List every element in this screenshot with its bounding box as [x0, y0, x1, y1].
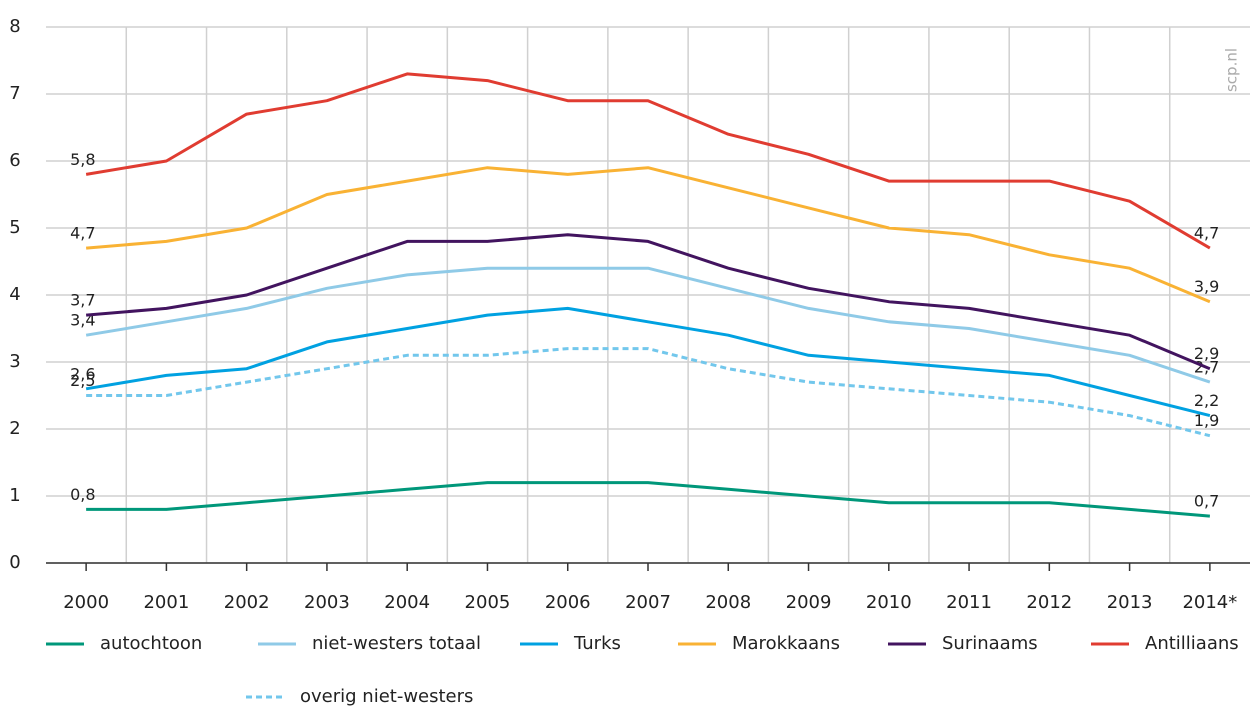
series-line: [85, 306, 1211, 418]
x-tick-label: 2014*: [1182, 592, 1237, 613]
value-label: 4,7: [1194, 224, 1219, 243]
y-tick-label: 2: [9, 418, 20, 439]
legend-label: Marokkaans: [732, 633, 840, 654]
x-tick-label: 2011: [946, 592, 992, 613]
y-tick-label: 7: [9, 83, 20, 104]
legend-label: overig niet-westers: [300, 686, 473, 707]
legend-label: Turks: [573, 633, 621, 654]
value-label: 2,2: [1194, 391, 1219, 410]
legend-label: Surinaams: [942, 633, 1038, 654]
value-label: 3,7: [70, 291, 95, 310]
series-line: [85, 72, 1211, 250]
value-label: 0,8: [70, 485, 95, 504]
source: scp.nl: [1223, 48, 1241, 92]
series-line: [86, 166, 1211, 304]
x-tick-label: 2000: [63, 592, 109, 613]
series-line: [86, 481, 1210, 518]
value-label: 5,8: [70, 150, 95, 169]
x-tick-label: 2013: [1107, 592, 1153, 613]
y-tick-label: 6: [9, 150, 20, 171]
value-label: 2,5: [70, 371, 95, 390]
y-tick-label: 1: [9, 485, 20, 506]
value-label: 0,7: [1194, 492, 1219, 511]
x-tick-label: 2005: [465, 592, 511, 613]
legend-label: autochtoon: [100, 633, 202, 654]
value-label: 4,7: [70, 224, 95, 243]
value-label: 2,6: [70, 364, 95, 383]
y-tick-label: 5: [9, 217, 20, 238]
x-tick-label: 2007: [625, 592, 671, 613]
x-tick-label: 2003: [304, 592, 350, 613]
series-line: [86, 233, 1211, 371]
x-tick-label: 2004: [384, 592, 430, 613]
value-label: 3,9: [1194, 277, 1219, 296]
x-tick-label: 2002: [224, 592, 270, 613]
series-line: [85, 266, 1211, 384]
x-tick-label: 2001: [143, 592, 189, 613]
x-tick-label: 2006: [545, 592, 591, 613]
value-label: 2,9: [1194, 344, 1219, 363]
x-tick-label: 2009: [786, 592, 832, 613]
x-tick-label: 2010: [866, 592, 912, 613]
y-tick-label: 0: [9, 552, 20, 573]
y-tick-label: 4: [9, 284, 20, 305]
legend-label: Antilliaans: [1145, 633, 1239, 654]
value-label: 1,9: [1194, 411, 1219, 430]
x-tick-label: 2012: [1026, 592, 1072, 613]
legend-label: niet-westers totaal: [312, 633, 481, 654]
series-line: [86, 347, 1211, 438]
x-tick-label: 2008: [705, 592, 751, 613]
y-tick-label: 3: [9, 351, 20, 372]
y-tick-label: 8: [9, 16, 20, 37]
